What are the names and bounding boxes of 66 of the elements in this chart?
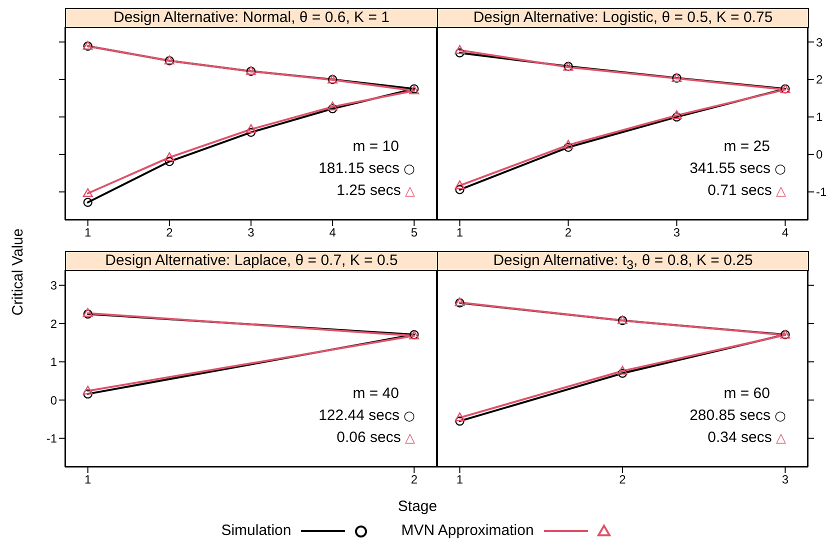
y-tick-label: 1: [50, 355, 58, 370]
annotation: m = 60: [722, 384, 770, 404]
x-tick-label: 1: [84, 226, 92, 240]
point: [246, 128, 256, 137]
chart-title: Design Alternative: Normal, θ = 0.6, K = 1: [65, 8, 438, 28]
point: [246, 124, 256, 133]
chart-title: Design Alternative: Logistic, θ = 0.5, K = 0.75: [437, 8, 809, 28]
point: [454, 412, 465, 422]
x-tick-label: 4: [782, 226, 789, 240]
point: [672, 112, 682, 122]
point: [618, 368, 628, 378]
point: [563, 140, 574, 149]
annotation: 0.06 secs △: [336, 428, 415, 448]
x-axis-title: Stage: [396, 498, 438, 515]
x-tick-label: 5: [410, 226, 418, 240]
legend-label: Simulation: [221, 522, 292, 539]
y-tick-label: 2: [816, 72, 823, 87]
x-tick-label: 2: [619, 472, 626, 487]
point: [564, 142, 573, 152]
annotation: m = 40: [352, 384, 399, 404]
point: [454, 45, 465, 54]
y-tick-label: -1: [816, 185, 827, 200]
x-tick-label: 2: [410, 472, 418, 487]
x-tick-label: 1: [456, 472, 464, 487]
point: [618, 366, 628, 375]
point: [164, 152, 174, 162]
point: [455, 185, 464, 194]
point: [82, 386, 93, 394]
y-tick-label: 0: [50, 393, 58, 408]
annotation: 0.34 secs △: [706, 428, 786, 448]
y-tick-label: 3: [50, 278, 58, 293]
annotation: 280.85 secs ○: [690, 406, 786, 426]
chart-title: Design Alternative: t$_{3}$, θ = 0.8, K = 0.25: [437, 251, 809, 272]
point: [164, 156, 174, 166]
y-tick-label: 0: [816, 148, 823, 162]
point: [328, 104, 338, 114]
annotation: 341.55 secs ○: [690, 159, 786, 179]
y-tick-label: 1: [816, 110, 823, 124]
point: [672, 110, 682, 120]
x-tick-label: 3: [673, 226, 680, 240]
annotation: m = 25: [722, 137, 770, 157]
annotation: 122.44 secs ○: [318, 406, 415, 426]
x-tick-label: 4: [329, 226, 336, 240]
annotation: 1.25 secs △: [336, 181, 415, 201]
chart-title: Design Alternative: Laplace, θ = 0.7, K = 0.5: [65, 251, 438, 271]
x-tick-label: 1: [84, 472, 92, 487]
point: [455, 48, 464, 58]
x-tick-label: 2: [166, 226, 174, 240]
point: [455, 416, 464, 426]
y-axis-title: Critical Value: [10, 228, 26, 316]
y-tick-label: -1: [46, 432, 58, 446]
annotation: m = 10: [352, 137, 399, 157]
legend-label: MVN Approximation: [401, 522, 534, 539]
y-tick-label: 2: [50, 316, 58, 331]
x-tick-label: 2: [564, 226, 572, 240]
annotation: 0.71 secs △: [706, 181, 786, 201]
point: [454, 180, 465, 190]
y-tick-label: 3: [816, 35, 823, 50]
point: [82, 188, 93, 197]
point: [83, 389, 92, 399]
annotation: 181.15 secs ○: [318, 159, 415, 179]
x-tick-label: 3: [248, 226, 255, 240]
x-tick-label: 3: [782, 472, 789, 487]
point: [328, 102, 338, 110]
point: [83, 198, 92, 207]
x-tick-label: 1: [456, 226, 464, 240]
